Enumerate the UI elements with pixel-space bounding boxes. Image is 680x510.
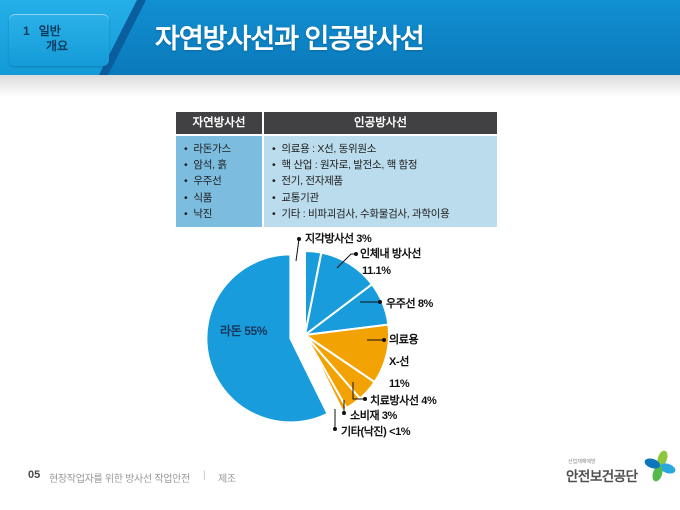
list-item: 라돈가스 — [184, 141, 258, 157]
pie-chart-canvas — [205, 237, 390, 431]
pie-slice-7 — [205, 253, 329, 424]
footer: 05 현장작업자를 위한 방사선 작업안전 | 제조 — [0, 466, 680, 496]
clover-cross-icon — [644, 450, 676, 482]
list-item: 전기, 전자제품 — [272, 173, 493, 189]
label-radon: 라돈 55% — [220, 324, 268, 338]
header-band: 1 일반 개요 자연방사선과 인공방사선 — [0, 0, 680, 75]
label-consumer-goods: 소비재 3% — [350, 410, 397, 422]
table-col-natural: 라돈가스 암석, 흙 우주선 식품 낙진 — [176, 136, 262, 228]
unit-badge: 1 일반 개요 — [9, 14, 109, 66]
radiation-pie-chart: 지각방사선 3% 인체내 방사선 11.1% 우주선 8% 의료용 X-선 11%… — [185, 226, 485, 451]
page-title: 자연방사선과 인공방사선 — [155, 24, 425, 54]
list-item: 핵 산업 : 원자로, 발전소, 핵 함정 — [272, 157, 493, 173]
list-item: 기타 : 비파괴검사, 수화물검사, 과학이용 — [272, 206, 493, 222]
list-item: 낙진 — [184, 206, 258, 222]
callout-dots — [297, 237, 386, 431]
header-shadow — [0, 75, 680, 97]
radiation-comparison-table: 자연방사선 인공방사선 라돈가스 암석, 흙 우주선 식품 낙진 의료용 : X… — [176, 112, 497, 228]
table-col-artificial: 의료용 : X선, 동위원소 핵 산업 : 원자로, 발전소, 핵 함정 전기,… — [264, 136, 497, 228]
kosha-logo: 산업재해예방 안전보건공단 — [566, 450, 676, 486]
unit-number: 1 — [23, 24, 30, 38]
list-item: 암석, 흙 — [184, 157, 258, 173]
logo-tagline: 산업재해예방 — [568, 459, 596, 465]
label-other-fallout: 기타(낙진) <1% — [341, 426, 411, 438]
label-medical-xray: 의료용 X-선 11% — [389, 334, 419, 390]
list-item: 의료용 : X선, 동위원소 — [272, 141, 493, 157]
label-crust-radiation: 지각방사선 3% — [305, 233, 372, 245]
page-number: 05 — [28, 469, 41, 481]
document-title: 현장작업자를 위한 방사선 작업안전 — [49, 474, 190, 485]
footer-category: 제조 — [218, 474, 236, 485]
callout-lines — [295, 238, 384, 429]
unit-label-line2: 개요 — [46, 39, 69, 53]
list-item: 우주선 — [184, 173, 258, 189]
label-internal-body-radiation: 인체내 방사선 11.1% — [360, 248, 421, 277]
footer-separator: | — [203, 470, 206, 481]
logo-name: 안전보건공단 — [566, 469, 638, 484]
unit-label-line1: 일반 — [38, 24, 61, 38]
label-cosmic-rays: 우주선 8% — [386, 298, 433, 310]
table-header-artificial: 인공방사선 — [264, 112, 497, 134]
list-item: 식품 — [184, 190, 258, 206]
label-therapy-radiation: 치료방사선 4% — [370, 395, 437, 407]
table-header-natural: 자연방사선 — [176, 112, 262, 134]
list-item: 교통기관 — [272, 190, 493, 206]
